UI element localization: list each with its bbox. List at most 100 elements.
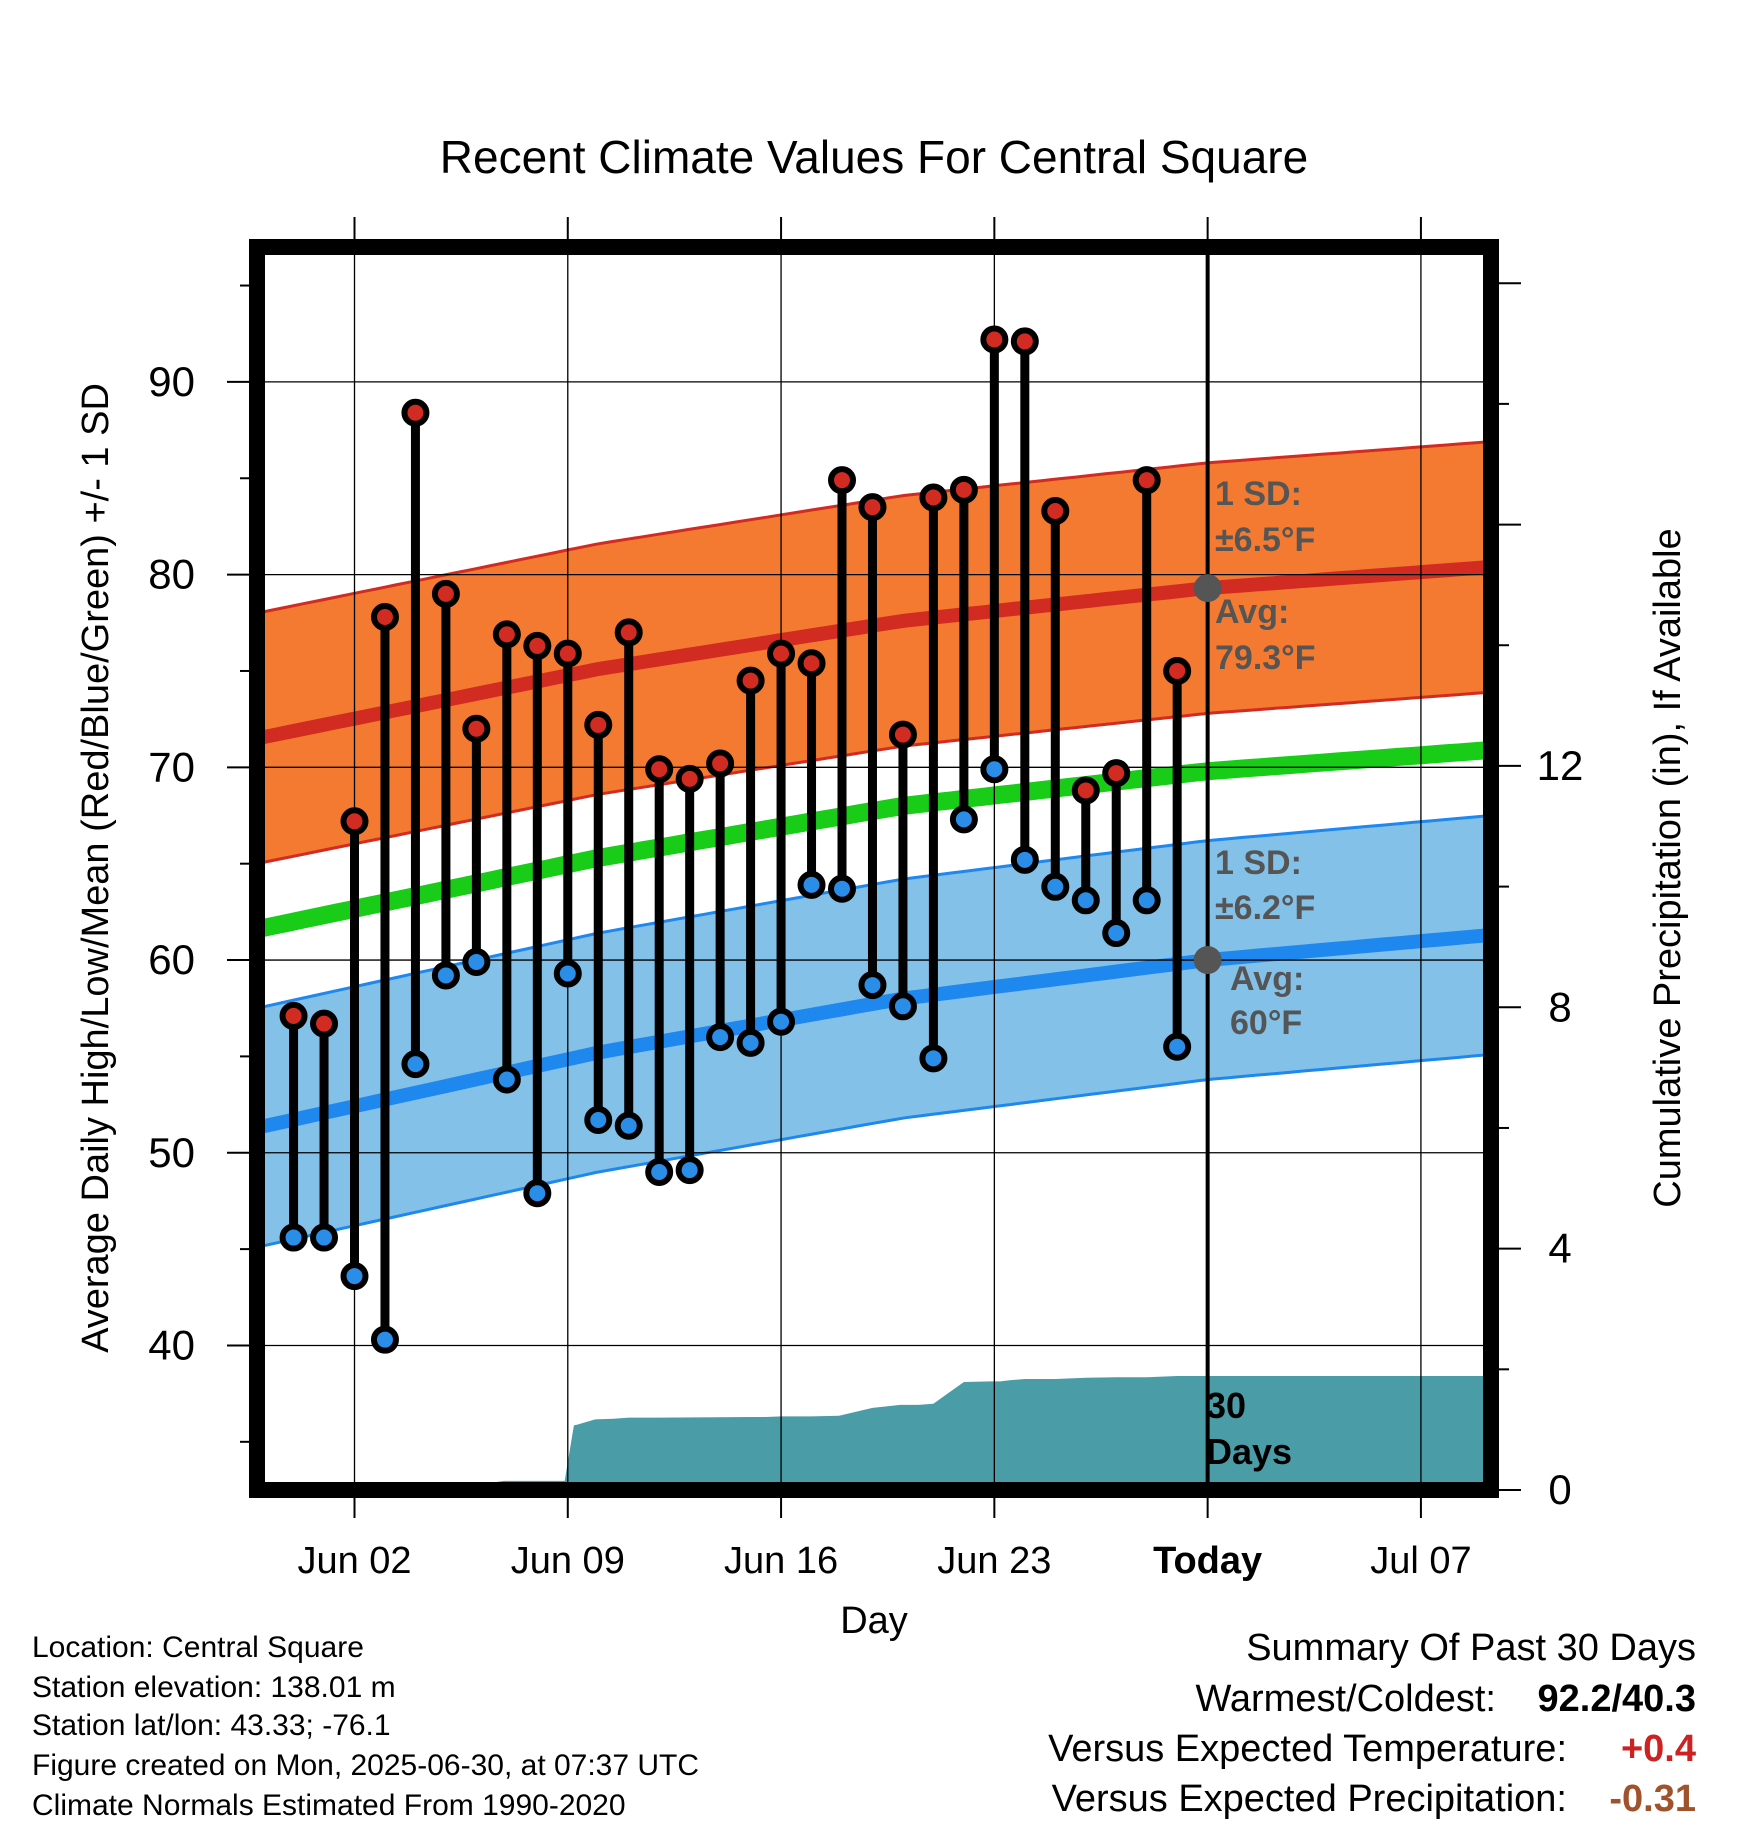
low-marker-20 xyxy=(888,992,917,1021)
high-marker-12 xyxy=(645,755,674,784)
high-marker-20 xyxy=(888,720,917,749)
summary-title: Summary Of Past 30 Days xyxy=(1246,1627,1696,1669)
y-left-tick-label-0: 40 xyxy=(148,1321,195,1368)
high-marker-16 xyxy=(767,639,796,668)
low-marker-3 xyxy=(370,1325,399,1354)
y-right-tick-label-2: 8 xyxy=(1548,983,1571,1030)
low-sd-lower-edge xyxy=(257,1053,1491,1249)
low-marker-1 xyxy=(310,1223,339,1252)
high-marker-21 xyxy=(919,483,948,512)
high-avg-value: 79.3°F xyxy=(1215,639,1316,677)
cumulative-precip-area xyxy=(257,1376,1491,1490)
summary-warmest-label: Warmest/Coldest: xyxy=(1195,1678,1496,1720)
high-marker-8 xyxy=(523,631,552,660)
low-marker-22 xyxy=(949,805,978,834)
plot-frame xyxy=(249,239,1499,1498)
high-avg-label: Avg: xyxy=(1215,593,1289,631)
x-tick-label-3: Jun 23 xyxy=(937,1540,1051,1582)
station-location: Location: Central Square xyxy=(32,1631,364,1664)
low-sd-band xyxy=(257,815,1491,1248)
climate-normals-period: Climate Normals Estimated From 1990-2020 xyxy=(32,1789,626,1822)
summary-precip-label: Versus Expected Precipitation: xyxy=(1052,1778,1567,1820)
station-latlon: Station lat/lon: 43.33; -76.1 xyxy=(32,1709,391,1742)
high-marker-0 xyxy=(279,1001,308,1030)
high-marker-15 xyxy=(736,666,765,695)
high-marker-14 xyxy=(706,749,735,778)
low-marker-24 xyxy=(1010,845,1039,874)
high-marker-28 xyxy=(1132,466,1161,495)
x-tick-label-1: Jun 09 xyxy=(511,1540,625,1582)
low-marker-27 xyxy=(1102,919,1131,948)
today-days-word: Days xyxy=(1206,1431,1292,1472)
x-tick-label-5: Jul 07 xyxy=(1370,1540,1471,1582)
high-marker-1 xyxy=(310,1009,339,1038)
high-sd-value: ±6.5°F xyxy=(1215,521,1315,559)
summary-temp-value: +0.4 xyxy=(1621,1728,1696,1770)
low-marker-12 xyxy=(645,1158,674,1187)
high-marker-18 xyxy=(828,466,857,495)
chart-title: Recent Climate Values For Central Square xyxy=(440,131,1308,183)
high-marker-9 xyxy=(553,639,582,668)
low-marker-16 xyxy=(767,1007,796,1036)
today-days-number: 30 xyxy=(1206,1385,1246,1426)
y-right-tick-label-3: 12 xyxy=(1537,742,1584,789)
daily-range-stems xyxy=(289,339,1182,1340)
low-marker-18 xyxy=(828,874,857,903)
summary-warmest-value: 92.2/40.3 xyxy=(1538,1678,1696,1720)
low-marker-10 xyxy=(584,1105,613,1134)
high-marker-25 xyxy=(1041,497,1070,526)
station-elevation: Station elevation: 138.01 m xyxy=(32,1671,396,1704)
y-left-tick-label-5: 90 xyxy=(148,358,195,405)
daily-markers xyxy=(279,325,1222,1354)
high-marker-2 xyxy=(340,807,369,836)
high-marker-27 xyxy=(1102,759,1131,788)
low-marker-7 xyxy=(492,1065,521,1094)
high-marker-29 xyxy=(1163,656,1192,685)
x-tick-label-0: Jun 02 xyxy=(297,1540,411,1582)
today-window-label: 30 Days xyxy=(1206,1385,1292,1472)
x-tick-label-4: Today xyxy=(1153,1540,1262,1582)
low-marker-26 xyxy=(1071,886,1100,915)
x-axis-label: Day xyxy=(840,1600,908,1642)
low-marker-5 xyxy=(431,961,460,990)
low-marker-25 xyxy=(1041,872,1070,901)
low-marker-6 xyxy=(462,947,491,976)
today-high-avg-dot xyxy=(1193,574,1222,603)
low-sd-value: ±6.2°F xyxy=(1215,889,1315,927)
low-normal-line xyxy=(257,928,1491,1135)
annotation-high: 1 SD: ±6.5°F Avg: 79.3°F xyxy=(1215,475,1316,677)
y-axis-right-label: Cumulative Precipitation (in), If Availa… xyxy=(1647,528,1689,1207)
high-marker-7 xyxy=(492,620,521,649)
high-marker-19 xyxy=(858,493,887,522)
high-marker-17 xyxy=(797,649,826,678)
station-info: Location: Central Square Station elevati… xyxy=(32,1631,699,1822)
low-marker-9 xyxy=(553,959,582,988)
x-tick-label-2: Jun 16 xyxy=(724,1540,838,1582)
low-sd-label: 1 SD: xyxy=(1215,844,1302,882)
low-avg-label: Avg: xyxy=(1230,960,1304,998)
high-marker-24 xyxy=(1010,327,1039,356)
low-marker-29 xyxy=(1163,1032,1192,1061)
y-left-tick-label-2: 60 xyxy=(148,936,195,983)
high-marker-22 xyxy=(949,475,978,504)
high-marker-13 xyxy=(675,764,704,793)
high-marker-3 xyxy=(370,603,399,632)
annotation-low: 1 SD: ±6.2°F Avg: 60°F xyxy=(1215,844,1315,1042)
high-marker-4 xyxy=(401,398,430,427)
low-marker-23 xyxy=(980,755,1009,784)
low-marker-4 xyxy=(401,1050,430,1079)
low-marker-8 xyxy=(523,1179,552,1208)
figure-created: Figure created on Mon, 2025-06-30, at 07… xyxy=(32,1749,699,1782)
y-left-tick-label-3: 70 xyxy=(148,743,195,790)
low-marker-19 xyxy=(858,971,887,1000)
y-left-tick-label-1: 50 xyxy=(148,1129,195,1176)
low-marker-0 xyxy=(279,1223,308,1252)
high-marker-6 xyxy=(462,714,491,743)
low-marker-28 xyxy=(1132,886,1161,915)
high-marker-10 xyxy=(584,710,613,739)
high-marker-26 xyxy=(1071,776,1100,805)
low-marker-17 xyxy=(797,870,826,899)
low-marker-21 xyxy=(919,1044,948,1073)
